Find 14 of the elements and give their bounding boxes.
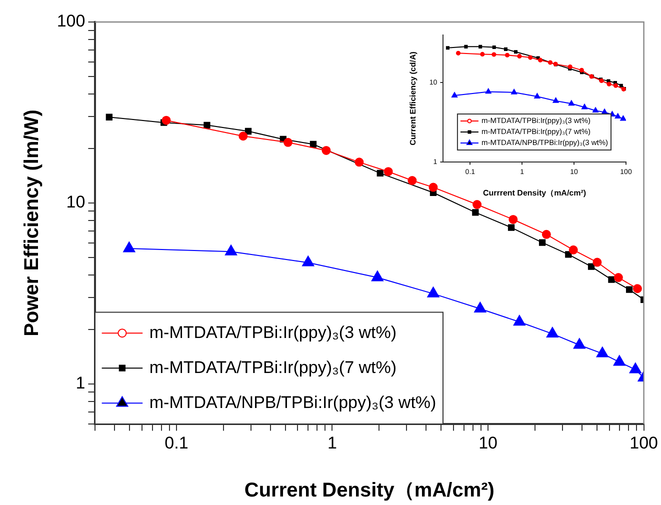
y-tick-label: 100: [56, 12, 86, 31]
x-tick-label: 10: [478, 434, 498, 453]
legend-label: m-MTDATA/NPB/TPBi:Ir(ppy)₃(3 wt%): [149, 392, 436, 412]
x-tick-label: 100: [630, 434, 658, 453]
y-tick-label: 10: [66, 192, 86, 212]
legend-label: m-MTDATA/TPBi:Ir(ppy)₃(7 wt%): [149, 358, 397, 377]
legend-label: m-MTDATA/TPBi:Ir(ppy)₃(3 wt%): [149, 322, 397, 342]
x-tick-label: 1: [328, 434, 337, 453]
x-tick-label: 0.1: [164, 434, 188, 453]
y-axis-title: Current Efficiency (cd/A): [408, 51, 418, 146]
x-axis-title: Current Density（mA/cm²): [244, 480, 494, 502]
y-tick-label: 1: [76, 374, 86, 393]
x-axis-title: Currrent Density（mA/cm²): [482, 188, 586, 198]
y-axis-title: Power Efficiency (lm/W): [20, 110, 43, 336]
